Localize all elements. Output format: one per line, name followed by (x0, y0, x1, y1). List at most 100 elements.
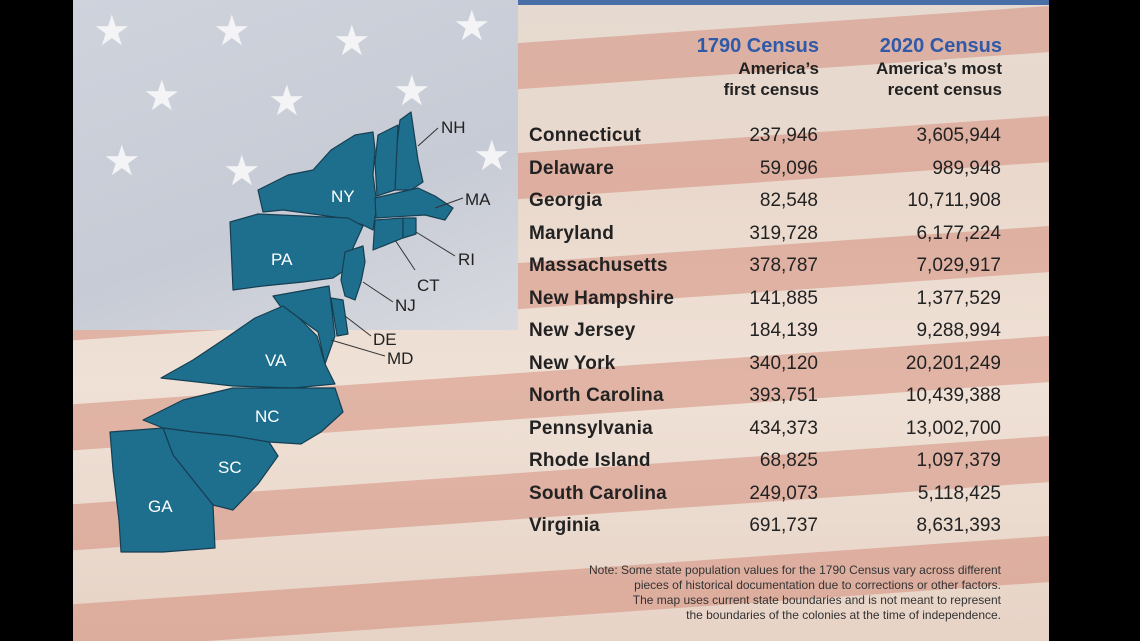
state-name: North Carolina (529, 385, 664, 406)
star-icon: ★ (93, 7, 131, 54)
star-icon: ★ (213, 7, 251, 54)
star-icon: ★ (393, 67, 431, 114)
header-2020: 2020 Census America’s most recent census (876, 36, 1002, 100)
population-2020: 989,948 (932, 157, 1001, 179)
map-label-nj: NJ (395, 296, 416, 315)
map-state-nj (340, 245, 366, 301)
population-1790: 434,373 (749, 417, 818, 439)
population-2020: 5,118,425 (917, 482, 1001, 504)
table-row: Maryland 319,728 6,177,224 (529, 223, 1001, 255)
leader-line (417, 127, 439, 147)
leader-line (434, 197, 464, 209)
map-label-ma: MA (465, 190, 491, 209)
map-state-vt (374, 124, 399, 197)
map-label-pa: PA (271, 250, 293, 269)
header-2020-line2: recent census (887, 80, 1002, 99)
footnote-line: the boundaries of the colonies at the ti… (686, 608, 1001, 622)
population-1790: 237,946 (749, 125, 818, 146)
header-1790-line1: America’s (738, 59, 819, 78)
star-icon: ★ (268, 77, 306, 124)
population-1790: 340,120 (749, 352, 818, 374)
leader-line (415, 231, 456, 257)
star-icon: ★ (103, 137, 141, 184)
population-1790: 249,073 (749, 482, 818, 504)
state-name: Massachusetts (529, 255, 668, 276)
population-2020: 9,288,994 (916, 320, 1001, 341)
header-2020-year: 2020 Census (879, 35, 1002, 57)
population-2020: 1,377,529 (916, 287, 1001, 309)
footnote-line: pieces of historical documentation due t… (634, 578, 1001, 592)
table-row: Pennsylvania 434,373 13,002,700 (529, 418, 1001, 450)
state-name: Maryland (529, 222, 615, 244)
star-icon: ★ (223, 147, 261, 194)
population-1790: 319,728 (749, 222, 818, 244)
map-label-nh: NH (441, 118, 466, 137)
star-icon: ★ (473, 132, 511, 179)
population-1790: 691,737 (749, 515, 818, 536)
population-2020: 3,605,944 (916, 125, 1001, 146)
state-name: New Hampshire (529, 287, 675, 309)
table-row: Massachusetts 378,787 7,029,917 (529, 255, 1001, 287)
header-1790-year: 1790 Census (696, 35, 819, 57)
state-name: South Carolina (529, 482, 667, 504)
map-label-sc: SC (218, 458, 242, 477)
population-2020: 13,002,700 (905, 417, 1001, 439)
map-label-ri: RI (458, 250, 475, 269)
population-1790: 393,751 (749, 385, 818, 406)
state-name: Connecticut (529, 125, 641, 146)
population-1790: 68,825 (759, 450, 818, 471)
population-2020: 8,631,393 (916, 515, 1001, 536)
footnote-line: Note: Some state population values for t… (588, 563, 1001, 577)
population-1790: 82,548 (759, 190, 818, 211)
map-label-ga: GA (148, 497, 173, 516)
map-state-ri (402, 217, 417, 239)
table-row: Georgia 82,548 10,711,908 (529, 190, 1001, 222)
map-label-md: MD (387, 349, 413, 368)
state-map: NY PA VA NC SC GA NH MA RI CT NJ DE MD (109, 111, 491, 553)
map-state-de (330, 297, 349, 337)
table-row: Rhode Island 68,825 1,097,379 (529, 450, 1001, 482)
map-state-ga (109, 427, 216, 553)
table-row: South Carolina 249,073 5,118,425 (529, 483, 1001, 515)
population-2020: 10,711,908 (907, 190, 1001, 211)
map-state-ma (374, 187, 454, 221)
table-row: Delaware 59,096 989,948 (529, 158, 1001, 190)
top-accent-bar (73, 0, 1049, 5)
population-2020: 20,201,249 (905, 352, 1001, 374)
map-label-ny: NY (331, 187, 355, 206)
population-2020: 1,097,379 (916, 450, 1001, 471)
state-name: Virginia (529, 515, 600, 536)
map-label-ct: CT (417, 276, 440, 295)
state-name: Georgia (529, 190, 603, 211)
table-row: Virginia 691,737 8,631,393 (529, 515, 1001, 547)
state-name: Rhode Island (529, 450, 651, 471)
map-label-va: VA (265, 351, 287, 370)
map-state-nh (394, 111, 424, 191)
star-icon: ★ (143, 72, 181, 119)
footnote-line: The map uses current state boundaries an… (632, 593, 1001, 607)
map-label-nc: NC (255, 407, 280, 426)
star-icon: ★ (453, 2, 491, 49)
state-name: New Jersey (529, 320, 636, 341)
population-2020: 10,439,388 (905, 385, 1001, 406)
population-1790: 59,096 (759, 157, 818, 179)
leader-line (394, 239, 416, 271)
population-1790: 378,787 (749, 255, 818, 276)
population-2020: 6,177,224 (916, 222, 1001, 244)
population-1790: 141,885 (749, 287, 818, 309)
map-state-ny (257, 131, 378, 231)
header-1790: 1790 Census America’s first census (697, 36, 819, 100)
header-2020-line1: America’s most (876, 59, 1002, 78)
table-row: North Carolina 393,751 10,439,388 (529, 385, 1001, 417)
footnote: Note: Some state population values for t… (481, 563, 1001, 623)
leader-line (344, 315, 372, 337)
star-icon: ★ (333, 17, 371, 64)
header-1790-line2: first census (723, 80, 819, 99)
map-label-de: DE (373, 330, 397, 349)
population-1790: 184,139 (749, 320, 818, 341)
population-2020: 7,029,917 (916, 255, 1001, 276)
leader-line (330, 339, 386, 357)
table-row: New Hampshire 141,885 1,377,529 (529, 288, 1001, 320)
table-row: New Jersey 184,139 9,288,994 (529, 320, 1001, 352)
leader-line (362, 281, 394, 303)
